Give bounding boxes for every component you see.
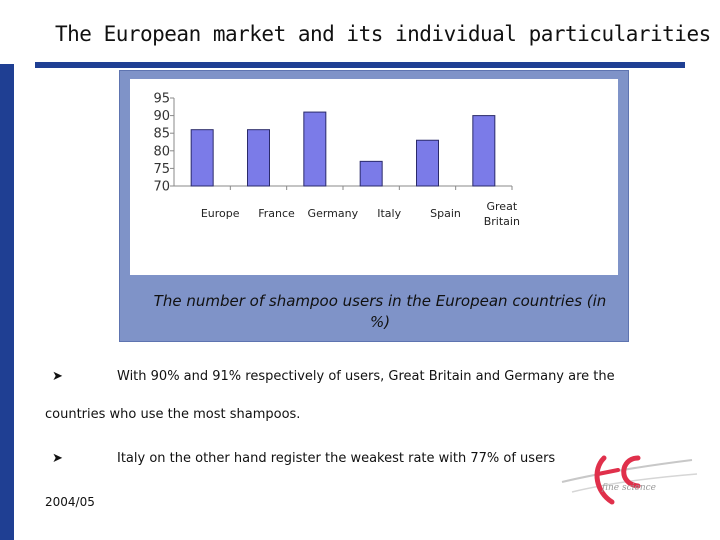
bullet-arrow-icon: ➤ [52, 369, 63, 384]
x-tick-label: Germany [308, 207, 359, 220]
bar [472, 115, 496, 187]
x-tick-label: Spain [430, 207, 461, 220]
y-tick-label: 90 [153, 109, 170, 124]
bullet-1-line-1: With 90% and 91% respectively of users, … [117, 369, 615, 384]
svg-text:fine science: fine science [601, 483, 656, 493]
y-tick-label: 80 [153, 144, 170, 159]
x-tick-label: Britain [484, 215, 520, 228]
footer-date: 2004/05 [45, 495, 95, 509]
bar [416, 139, 439, 187]
y-tick-label: 85 [153, 127, 170, 142]
bullet-arrow-icon: ➤ [52, 451, 63, 466]
left-accent-stripe [0, 0, 14, 540]
bar [190, 129, 214, 187]
y-tick-label: 75 [153, 162, 170, 177]
y-tick-label: 70 [153, 180, 170, 195]
chart-caption: The number of shampoo users in the Europ… [153, 292, 607, 331]
bar [359, 160, 383, 187]
x-tick-label: Great [487, 200, 518, 213]
company-logo: fine science [561, 455, 698, 505]
bar-chart: 70 75 80 85 90 95 Europe France Germany Italy Spai… [153, 92, 520, 229]
bullet-2-line-1: Italy on the other hand register the wea… [117, 451, 556, 466]
title-box [35, 14, 685, 62]
x-tick-label: Italy [377, 207, 401, 220]
bullet-1-line-2: countries who use the most shampoos. [45, 407, 301, 422]
y-tick-label: 95 [153, 92, 170, 107]
x-tick-label: Europe [201, 207, 240, 220]
bar [247, 129, 270, 187]
bar [303, 111, 327, 187]
page-title: The European market and its individual p… [55, 22, 711, 46]
x-tick-label: France [258, 207, 295, 220]
